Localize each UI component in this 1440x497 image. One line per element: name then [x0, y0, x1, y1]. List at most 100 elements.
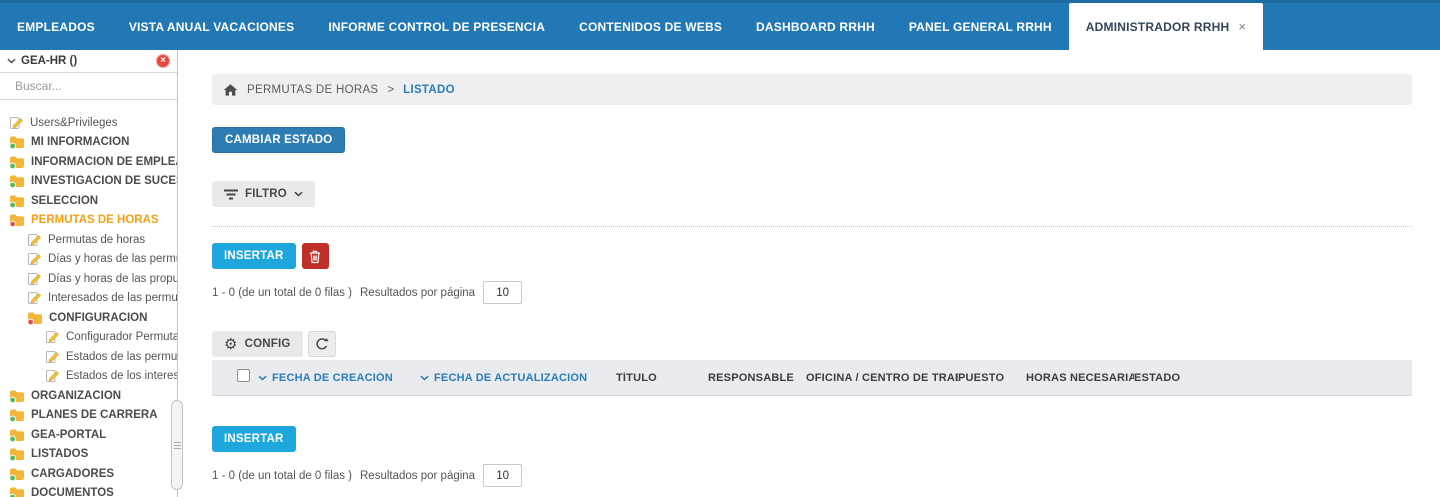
folder-icon [9, 194, 25, 208]
config-label: CONFIG [244, 338, 291, 350]
tree-item-permutas-de-horas-leaf[interactable]: Permutas de horas [0, 230, 177, 250]
folder-open-icon [9, 213, 25, 228]
document-edit-icon [27, 291, 42, 305]
tree-item-estados-permutas[interactable]: Estados de las permutas [0, 347, 177, 367]
close-module-icon[interactable]: × [156, 54, 170, 68]
tree-item-configurador-permutas[interactable]: Configurador Permutas de [0, 328, 177, 348]
select-all-checkbox[interactable] [237, 368, 250, 382]
filtro-label: FILTRO [245, 188, 287, 200]
tree-item-planes-de-carrera[interactable]: PLANES DE CARRERA [0, 406, 177, 426]
tree-item-dias-horas-propuestas[interactable]: Días y horas de las propuestas [0, 269, 177, 289]
per-page-input[interactable] [483, 281, 523, 304]
tree-item-investigacion-de-sucesos[interactable]: INVESTIGACIÓN DE SUCESOS [0, 172, 177, 192]
document-edit-icon [27, 272, 42, 286]
breadcrumb-current[interactable]: LISTADO [403, 83, 455, 96]
table-header-row: FECHA DE CREACIÓN FECHA DE ACTUALIZACIÓN… [212, 360, 1412, 396]
breadcrumb: PERMUTAS DE HORAS > LISTADO [212, 74, 1412, 105]
folder-icon [9, 174, 25, 189]
tree-item-dias-horas-permutas[interactable]: Días y horas de las permutas [0, 250, 177, 270]
column-header-fecha-actualizacion[interactable]: FECHA DE ACTUALIZACIÓN [420, 372, 616, 384]
sort-chevron-icon [258, 375, 267, 380]
per-page-input[interactable] [483, 464, 523, 487]
breadcrumb-section: PERMUTAS DE HORAS [247, 83, 379, 96]
chevron-down-icon [294, 191, 303, 197]
tree-item-documentos[interactable]: DOCUMENTOS [0, 484, 177, 497]
main-content: PERMUTAS DE HORAS > LISTADO CAMBIAR ESTA… [178, 50, 1440, 497]
folder-icon [9, 135, 25, 150]
tree-item-cargadores[interactable]: CARGADORES [0, 464, 177, 484]
cambiar-estado-button[interactable]: CAMBIAR ESTADO [212, 127, 346, 153]
column-header-titulo: TÍTULO [616, 371, 657, 384]
sidebar-scrollbar-thumb[interactable] [171, 400, 183, 490]
module-sidebar: GEA-HR () × Users&Privileges MI INFORMAC… [0, 50, 183, 497]
tree-item-seleccion[interactable]: SELECCIÓN [0, 191, 177, 211]
column-header-fecha-creacion[interactable]: FECHA DE CREACIÓN [258, 372, 420, 384]
folder-icon [9, 447, 25, 462]
per-page-label: Resultados por página [360, 286, 476, 299]
refresh-icon [315, 337, 329, 350]
folder-icon [9, 155, 25, 169]
tree-item-mi-informacion[interactable]: MI INFORMACIÓN [0, 133, 177, 153]
tree-item-informacion-de-empleados[interactable]: INFORMACIÓN DE EMPLEADOS [0, 152, 177, 172]
tab-label: ADMINISTRADOR RRHH [1085, 19, 1230, 34]
main-tab-bar: EMPLEADOS VISTA ANUAL VACACIONES INFORME… [0, 0, 1440, 50]
dotted-separator [212, 226, 1412, 227]
tree-item-listados[interactable]: LISTADOS [0, 445, 177, 465]
tab-contenidos-de-webs[interactable]: CONTENIDOS DE WEBS [579, 19, 723, 34]
per-page-label: Resultados por página [360, 469, 476, 482]
tab-administrador-rrhh[interactable]: ADMINISTRADOR RRHH × [1068, 3, 1264, 50]
tree-item-configuracion[interactable]: CONFIGURACIÓN [0, 308, 177, 328]
pagination-summary: 1 - 0 (de un total de 0 filas ) [212, 469, 352, 482]
tree-item-users-privileges[interactable]: Users&Privileges [0, 113, 177, 133]
column-header-estado: ESTADO [1134, 371, 1181, 384]
table-header-check-cell [212, 368, 258, 387]
column-header-horas-necesarias: HORAS NECESARIAS [1026, 371, 1134, 384]
filter-icon [224, 189, 238, 199]
folder-open-icon [27, 311, 43, 325]
document-edit-icon [45, 350, 60, 364]
insertar-button[interactable]: INSERTAR [212, 243, 296, 269]
column-header-puesto: PUESTO [958, 371, 1005, 384]
chevron-down-icon [7, 58, 16, 64]
tree-item-permutas-de-horas[interactable]: PERMUTAS DE HORAS [0, 211, 177, 231]
sidebar-root-label: GEA-HR () [21, 55, 78, 67]
delete-button[interactable] [301, 243, 329, 269]
pagination-summary: 1 - 0 (de un total de 0 filas ) [212, 286, 352, 299]
home-icon[interactable] [223, 83, 238, 97]
tree-item-organizacion[interactable]: ORGANIZACIÓN [0, 386, 177, 406]
document-edit-icon [27, 252, 42, 266]
tree-item-gea-portal[interactable]: GEA-PORTAL [0, 425, 177, 445]
sidebar-search [0, 73, 177, 100]
tab-empleados[interactable]: EMPLEADOS [17, 19, 95, 34]
config-button[interactable]: ⚙ CONFIG [212, 331, 303, 357]
folder-icon [9, 486, 25, 497]
folder-icon [9, 467, 25, 481]
tab-panel-general-rrhh[interactable]: PANEL GENERAL RRHH [908, 19, 1052, 34]
scrollbar-grip [173, 444, 181, 446]
sort-chevron-icon [420, 375, 429, 380]
filtro-button[interactable]: FILTRO [212, 181, 315, 207]
gear-icon: ⚙ [224, 335, 238, 353]
tab-dashboard-rrhh[interactable]: DASHBOARD RRHH [756, 19, 875, 34]
column-header-responsable: RESPONSABLE [708, 371, 794, 384]
insertar-button-bottom[interactable]: INSERTAR [212, 426, 296, 452]
pagination-bottom: 1 - 0 (de un total de 0 filas ) Resultad… [212, 464, 1412, 487]
tree-item-estados-interesados[interactable]: Estados de los interesados [0, 367, 177, 387]
tree-item-interesados-permutas[interactable]: Interesados de las permutas [0, 289, 177, 309]
search-input[interactable] [15, 79, 170, 93]
folder-icon [9, 408, 25, 423]
trash-icon [309, 250, 321, 263]
document-edit-icon [45, 369, 60, 383]
refresh-button[interactable] [307, 331, 336, 357]
tab-informe-control-presencia[interactable]: INFORME CONTROL DE PRESENCIA [328, 19, 546, 34]
document-edit-icon [27, 233, 42, 247]
navigation-tree: Users&Privileges MI INFORMACIÓN INFORMAC… [0, 100, 177, 497]
sidebar-root-node[interactable]: GEA-HR () × [0, 50, 177, 73]
pagination-top: 1 - 0 (de un total de 0 filas ) Resultad… [212, 281, 1412, 304]
column-header-oficina: OFICINA / CENTRO DE TRABAJO [806, 371, 958, 384]
folder-icon [9, 428, 25, 442]
document-edit-icon [9, 116, 24, 130]
document-edit-icon [45, 330, 60, 344]
tab-vista-anual-vacaciones[interactable]: VISTA ANUAL VACACIONES [128, 19, 295, 34]
tab-close-icon[interactable]: × [1238, 19, 1247, 34]
